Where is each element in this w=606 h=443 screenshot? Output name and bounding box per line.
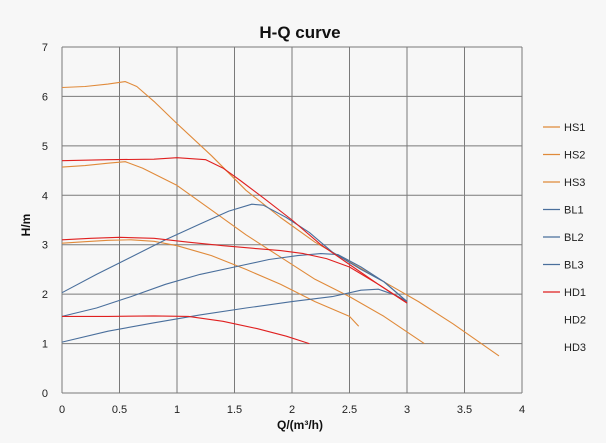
y-tick-label: 3 (42, 240, 48, 252)
x-tick-label: 1.5 (227, 404, 242, 416)
y-tick-label: 1 (42, 339, 48, 351)
series-line-hs2 (61, 161, 425, 345)
legend-label: HD1 (564, 287, 586, 299)
x-tick-label: 0.5 (112, 404, 127, 416)
series-line-bl1 (61, 203, 408, 303)
y-tick-label: 4 (42, 190, 48, 202)
x-tick-label: 1 (174, 404, 180, 416)
y-tick-label: 7 (42, 42, 48, 54)
legend-label: HD3 (564, 342, 586, 354)
legend-label: BL1 (564, 205, 584, 217)
series-line-hd2 (61, 236, 408, 304)
x-tick-label: 2 (289, 404, 295, 416)
x-axis-label: Q/(m³/h) (277, 418, 323, 432)
x-tick-label: 0 (59, 404, 65, 416)
x-tick-label: 3 (404, 404, 410, 416)
legend-label: HS3 (564, 177, 585, 189)
y-axis-label: H/m (19, 214, 33, 237)
series-line-hd1 (61, 157, 408, 304)
series-line-bl3 (61, 288, 408, 343)
series-lines (61, 81, 500, 357)
legend-label: BL3 (564, 260, 584, 272)
legend-label: HD2 (564, 315, 586, 327)
legend-label: HS2 (564, 150, 585, 162)
y-tick-label: 5 (42, 141, 48, 153)
legend-label: HS1 (564, 122, 585, 134)
chart-title: H-Q curve (259, 23, 340, 42)
x-tick-label: 3.5 (457, 404, 472, 416)
series-line-hd3 (62, 315, 310, 345)
y-tick-label: 2 (42, 289, 48, 301)
x-tick-label: 2.5 (342, 404, 357, 416)
series-line-bl2 (61, 253, 408, 317)
legend: HS1 HS2 HS3 BL1 BL2 BL3 HD1 HD2 HD3 (543, 122, 586, 354)
x-tick-label: 4 (519, 404, 525, 416)
y-tick-label: 6 (42, 91, 48, 103)
series-line-hs1 (61, 81, 500, 357)
series-line-hs3 (61, 239, 360, 327)
y-tick-label: 0 (42, 388, 48, 400)
axes: 0 0.5 1 1.5 2 2.5 3 3.5 4 0 1 2 3 4 5 6 7 (42, 42, 525, 416)
legend-label: BL2 (564, 232, 584, 244)
